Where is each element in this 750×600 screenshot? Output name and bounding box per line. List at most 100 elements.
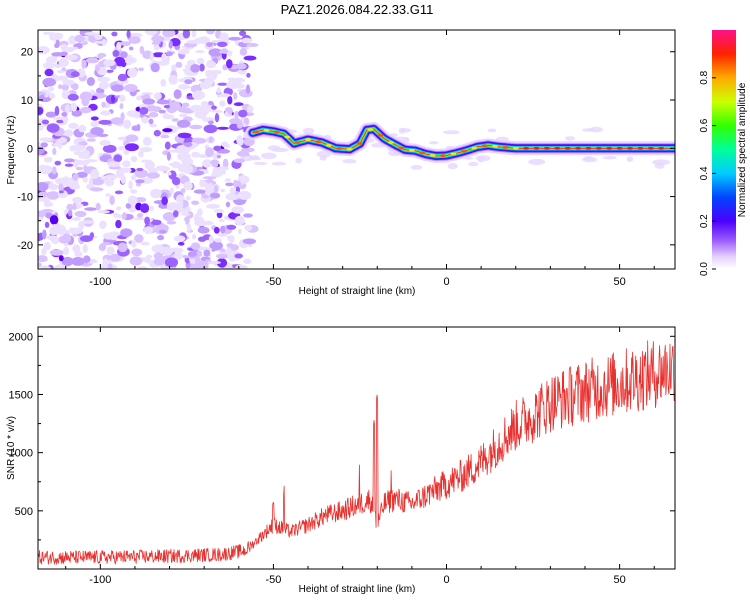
colorbar-tick-label: 0.2 bbox=[699, 214, 710, 228]
noise-blob bbox=[564, 136, 576, 141]
ridge-peak bbox=[595, 146, 602, 150]
noise-blob bbox=[49, 182, 55, 189]
ridge-peak bbox=[408, 149, 415, 152]
noise-blob bbox=[295, 157, 303, 164]
noise-blob bbox=[61, 112, 68, 117]
noise-blob bbox=[218, 218, 225, 223]
noise-blob bbox=[58, 58, 69, 67]
noise-blob bbox=[83, 255, 91, 263]
noise-blob bbox=[38, 197, 51, 202]
noise-blob bbox=[52, 116, 65, 120]
ridge-peak bbox=[284, 135, 291, 139]
noise-blob bbox=[226, 243, 234, 248]
noise-blob bbox=[589, 126, 603, 133]
noise-blob bbox=[219, 100, 226, 107]
y-tick-label: 1000 bbox=[9, 448, 33, 460]
noise-blob bbox=[246, 43, 259, 47]
noise-blob bbox=[190, 242, 201, 250]
ridge-peak bbox=[492, 145, 498, 148]
noise-blob bbox=[160, 134, 170, 139]
noise-blob bbox=[80, 106, 92, 114]
noise-blob bbox=[139, 46, 145, 54]
noise-blob bbox=[243, 213, 253, 218]
noise-blob bbox=[191, 200, 200, 206]
noise-blob bbox=[72, 245, 80, 252]
ridge-peak bbox=[564, 146, 571, 150]
noise-blob bbox=[82, 244, 88, 253]
noise-blob bbox=[129, 256, 143, 266]
noise-blob bbox=[153, 129, 161, 137]
noise-blob bbox=[253, 161, 268, 166]
noise-blob bbox=[151, 191, 158, 195]
noise-blob bbox=[56, 119, 64, 124]
ridge-peak bbox=[606, 146, 613, 150]
noise-blob bbox=[82, 177, 88, 183]
noise-blob bbox=[120, 174, 127, 184]
ridge-peak bbox=[419, 151, 426, 155]
noise-blob bbox=[117, 73, 128, 82]
noise-blob bbox=[175, 61, 183, 68]
noise-blob bbox=[150, 219, 162, 226]
noise-blob bbox=[120, 228, 133, 238]
noise-blob bbox=[160, 79, 167, 87]
noise-blob bbox=[114, 190, 124, 195]
noise-blob bbox=[191, 137, 203, 143]
noise-blob bbox=[228, 36, 242, 41]
chart-title: PAZ1.2026.084.22.33.G11 bbox=[281, 2, 434, 17]
y-tick-label: -20 bbox=[17, 240, 33, 252]
noise-blob bbox=[246, 72, 251, 78]
noise-blob bbox=[224, 144, 230, 148]
noise-blob bbox=[205, 147, 215, 158]
noise-blob bbox=[251, 154, 260, 161]
noise-blob bbox=[140, 203, 150, 214]
noise-blob bbox=[237, 69, 247, 75]
noise-blob bbox=[475, 155, 491, 162]
ridge-peak bbox=[523, 146, 530, 150]
noise-blob bbox=[184, 142, 193, 148]
noise-blob bbox=[84, 207, 97, 211]
noise-blob bbox=[119, 103, 124, 110]
noise-blob bbox=[68, 122, 79, 129]
noise-blob bbox=[208, 136, 214, 143]
ridge-peak bbox=[554, 146, 561, 150]
noise-blob bbox=[44, 68, 54, 77]
x-tick-label: -100 bbox=[89, 276, 111, 288]
noise-blob bbox=[78, 124, 87, 133]
noise-blob bbox=[229, 187, 236, 194]
y-tick-label: 10 bbox=[21, 95, 33, 107]
noise-blob bbox=[61, 256, 74, 267]
noise-blob bbox=[153, 252, 164, 261]
y-tick-label: 2000 bbox=[9, 331, 33, 343]
x-tick-label: 50 bbox=[613, 574, 625, 586]
noise-blob bbox=[141, 92, 154, 96]
noise-blob bbox=[81, 59, 87, 69]
noise-blob bbox=[89, 232, 95, 239]
noise-blob bbox=[128, 36, 141, 44]
noise-blob bbox=[38, 255, 48, 263]
colorbar-tick-label: 0.0 bbox=[699, 262, 710, 276]
noise-blob bbox=[242, 123, 247, 128]
noise-blob bbox=[124, 143, 139, 152]
noise-blob bbox=[71, 217, 81, 221]
noise-blob bbox=[211, 105, 217, 110]
noise-blob bbox=[123, 119, 132, 129]
noise-blob bbox=[193, 38, 202, 45]
noise-blob bbox=[58, 255, 64, 262]
noise-blob bbox=[76, 203, 84, 207]
colorbar-tick-label: 0.4 bbox=[699, 166, 710, 180]
noise-blob bbox=[86, 77, 95, 86]
ridge-peak bbox=[481, 144, 488, 148]
snr-panel: -100 -50 0 50 500 1000 1500 2000 Height of stra… bbox=[6, 326, 676, 595]
noise-blob bbox=[41, 119, 50, 125]
noise-blob bbox=[111, 31, 118, 37]
x-tick-label: -50 bbox=[265, 574, 281, 586]
noise-blob bbox=[109, 195, 115, 206]
noise-blob bbox=[136, 95, 142, 101]
noise-blob bbox=[118, 145, 125, 151]
noise-blob bbox=[126, 30, 131, 38]
noise-blob bbox=[177, 200, 184, 205]
noise-blob bbox=[173, 235, 186, 242]
noise-blob bbox=[162, 128, 173, 133]
noise-blob bbox=[652, 159, 670, 166]
colorbar-tick-label: 0.6 bbox=[699, 118, 710, 132]
